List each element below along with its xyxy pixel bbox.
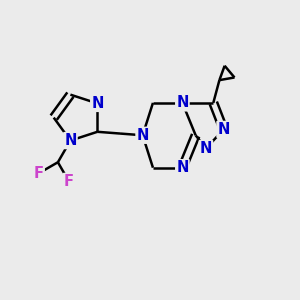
Text: N: N [176,95,189,110]
Text: F: F [64,174,74,189]
Text: N: N [176,160,189,175]
Text: N: N [200,141,212,156]
Text: N: N [91,96,104,111]
Text: N: N [64,133,76,148]
Text: F: F [34,166,44,181]
Text: N: N [136,128,149,143]
Text: N: N [218,122,230,137]
